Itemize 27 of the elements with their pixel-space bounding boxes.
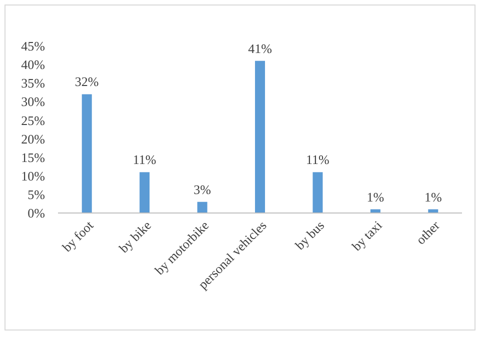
data-label: 41% <box>248 40 272 56</box>
x-tick-label: other <box>412 217 443 248</box>
y-tick-label: 5% <box>28 186 46 202</box>
x-tick-label: by bike <box>116 218 154 256</box>
data-label: 1% <box>424 189 442 204</box>
x-tick-label: by bus <box>292 218 328 253</box>
y-tick-label: 15% <box>21 150 46 165</box>
y-tick-label: 35% <box>21 76 46 91</box>
bar <box>197 202 208 213</box>
data-label: 11% <box>306 152 330 168</box>
y-tick-label: 0% <box>28 206 46 221</box>
y-tick-label: 25% <box>21 112 46 128</box>
y-tick-label: 20% <box>21 131 46 146</box>
bar <box>140 172 150 213</box>
data-label: 1% <box>366 189 384 204</box>
bar <box>82 94 92 213</box>
data-label: 3% <box>194 182 212 197</box>
y-tick-label: 30% <box>21 94 46 110</box>
data-label: 11% <box>132 152 156 168</box>
y-tick-label: 10% <box>21 168 46 184</box>
data-label: 32% <box>74 74 99 90</box>
bar <box>312 172 323 213</box>
y-tick-label: 45% <box>21 38 46 54</box>
bar <box>255 60 265 213</box>
x-tick-label: by taxi <box>348 217 386 254</box>
y-tick-label: 40% <box>21 57 46 72</box>
x-tick-label: by foot <box>59 217 96 255</box>
